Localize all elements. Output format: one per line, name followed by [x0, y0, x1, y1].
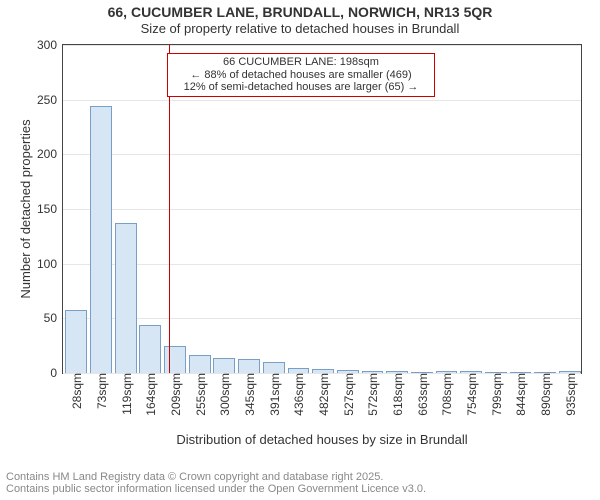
- x-tick-label: 345sqm: [239, 373, 257, 416]
- y-tick-label: 200: [37, 147, 63, 161]
- y-tick-label: 50: [44, 311, 63, 325]
- x-tick-label: 73sqm: [91, 373, 109, 409]
- x-tick-label: 119sqm: [116, 373, 134, 415]
- bar: [90, 106, 112, 373]
- x-tick-label: 255sqm: [190, 373, 208, 416]
- bar-slot: 844sqm: [507, 45, 532, 373]
- x-tick-label: 209sqm: [165, 373, 183, 416]
- x-tick-label: 482sqm: [313, 373, 331, 416]
- bar-slot: 754sqm: [458, 45, 483, 373]
- annotation-line-1: 66 CUCUMBER LANE: 198sqm: [172, 56, 430, 69]
- y-tick-label: 150: [37, 202, 63, 216]
- y-tick-label: 300: [37, 38, 63, 52]
- x-tick-label: 935sqm: [560, 373, 578, 416]
- bar: [263, 362, 285, 373]
- bar: [65, 310, 87, 373]
- bar-slot: 935sqm: [556, 45, 581, 373]
- bar: [189, 355, 211, 373]
- chart-title: 66, CUCUMBER LANE, BRUNDALL, NORWICH, NR…: [0, 0, 600, 21]
- x-tick-label: 754sqm: [461, 373, 479, 416]
- x-tick-label: 28sqm: [66, 373, 84, 409]
- x-tick-label: 890sqm: [535, 373, 553, 416]
- x-tick-label: 708sqm: [436, 373, 454, 416]
- footer-line-2: Contains public sector information licen…: [6, 483, 594, 496]
- bar-slot: 708sqm: [433, 45, 458, 373]
- x-axis-label: Distribution of detached houses by size …: [62, 432, 582, 447]
- footer-attribution: Contains HM Land Registry data © Crown c…: [0, 471, 600, 496]
- x-tick-label: 799sqm: [486, 373, 504, 416]
- bar-slot: 119sqm: [112, 45, 137, 373]
- annotation-line-2: ← 88% of detached houses are smaller (46…: [172, 69, 430, 82]
- histogram-plot: 050100150200250300 28sqm73sqm119sqm164sq…: [62, 44, 582, 374]
- bar: [164, 346, 186, 373]
- plot-area: Number of detached properties 0501001502…: [62, 44, 582, 374]
- x-tick-label: 436sqm: [288, 373, 306, 416]
- y-tick-label: 100: [37, 257, 63, 271]
- y-axis-label: Number of detached properties: [18, 119, 33, 298]
- bar: [139, 325, 161, 373]
- annotation-line-3: 12% of semi-detached houses are larger (…: [172, 81, 430, 94]
- x-tick-label: 164sqm: [140, 373, 158, 416]
- x-tick-label: 527sqm: [338, 373, 356, 416]
- bar-slot: 890sqm: [532, 45, 557, 373]
- bar: [238, 359, 260, 373]
- x-tick-label: 844sqm: [510, 373, 528, 416]
- x-tick-label: 618sqm: [387, 373, 405, 416]
- bar: [115, 223, 137, 373]
- bar-slot: 164sqm: [137, 45, 162, 373]
- footer-line-1: Contains HM Land Registry data © Crown c…: [6, 471, 594, 484]
- y-tick-label: 0: [50, 366, 63, 380]
- x-tick-label: 663sqm: [412, 373, 430, 416]
- bar: [213, 358, 235, 373]
- chart-subtitle: Size of property relative to detached ho…: [0, 21, 600, 37]
- y-tick-label: 250: [37, 93, 63, 107]
- bar-slot: 28sqm: [63, 45, 88, 373]
- bar-slot: 799sqm: [482, 45, 507, 373]
- x-tick-label: 391sqm: [264, 373, 282, 416]
- x-tick-label: 572sqm: [362, 373, 380, 416]
- x-tick-label: 300sqm: [214, 373, 232, 416]
- bar-slot: 73sqm: [88, 45, 113, 373]
- annotation-box: 66 CUCUMBER LANE: 198sqm ← 88% of detach…: [167, 53, 435, 97]
